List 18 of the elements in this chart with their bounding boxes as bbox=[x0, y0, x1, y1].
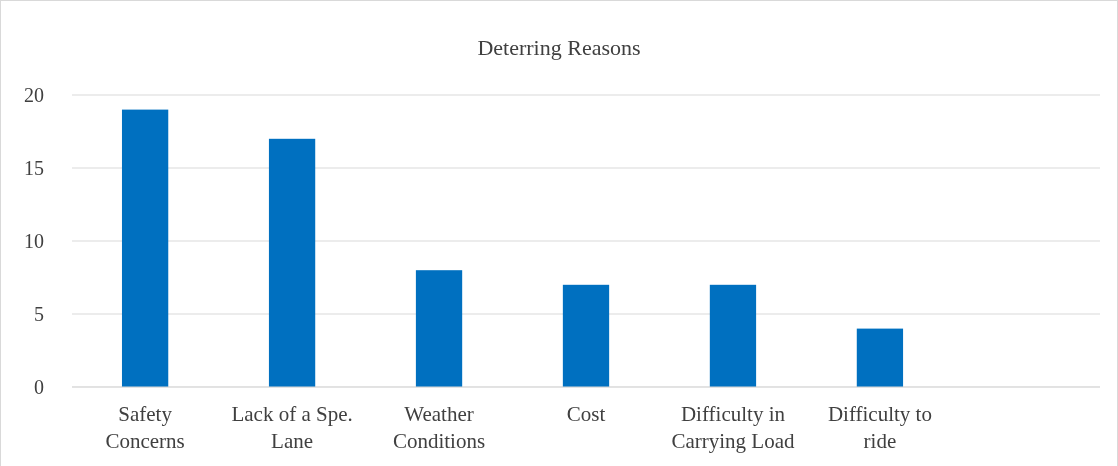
y-tick-label: 5 bbox=[34, 302, 44, 325]
bar bbox=[121, 109, 169, 387]
y-tick-label: 0 bbox=[34, 375, 44, 398]
x-tick-label: Difficulty to ride bbox=[827, 402, 932, 453]
bar bbox=[709, 284, 757, 387]
x-tick-label: Weather Conditions bbox=[392, 402, 486, 453]
y-tick-label: 10 bbox=[24, 229, 44, 252]
bar bbox=[562, 284, 610, 387]
chart-title: Deterring Reasons bbox=[477, 35, 641, 60]
y-tick-label: 15 bbox=[24, 156, 44, 179]
x-tick-label: Difficulty in Carrying Load bbox=[671, 402, 795, 453]
bar bbox=[268, 138, 316, 387]
x-tick-label: Lack of a Spe. Lane bbox=[231, 402, 353, 453]
bar bbox=[415, 270, 463, 387]
y-tick-label: 20 bbox=[24, 83, 44, 106]
bar bbox=[856, 328, 904, 387]
x-tick-label: Safety Concerns bbox=[105, 402, 185, 453]
x-tick-label: Cost bbox=[566, 402, 606, 426]
